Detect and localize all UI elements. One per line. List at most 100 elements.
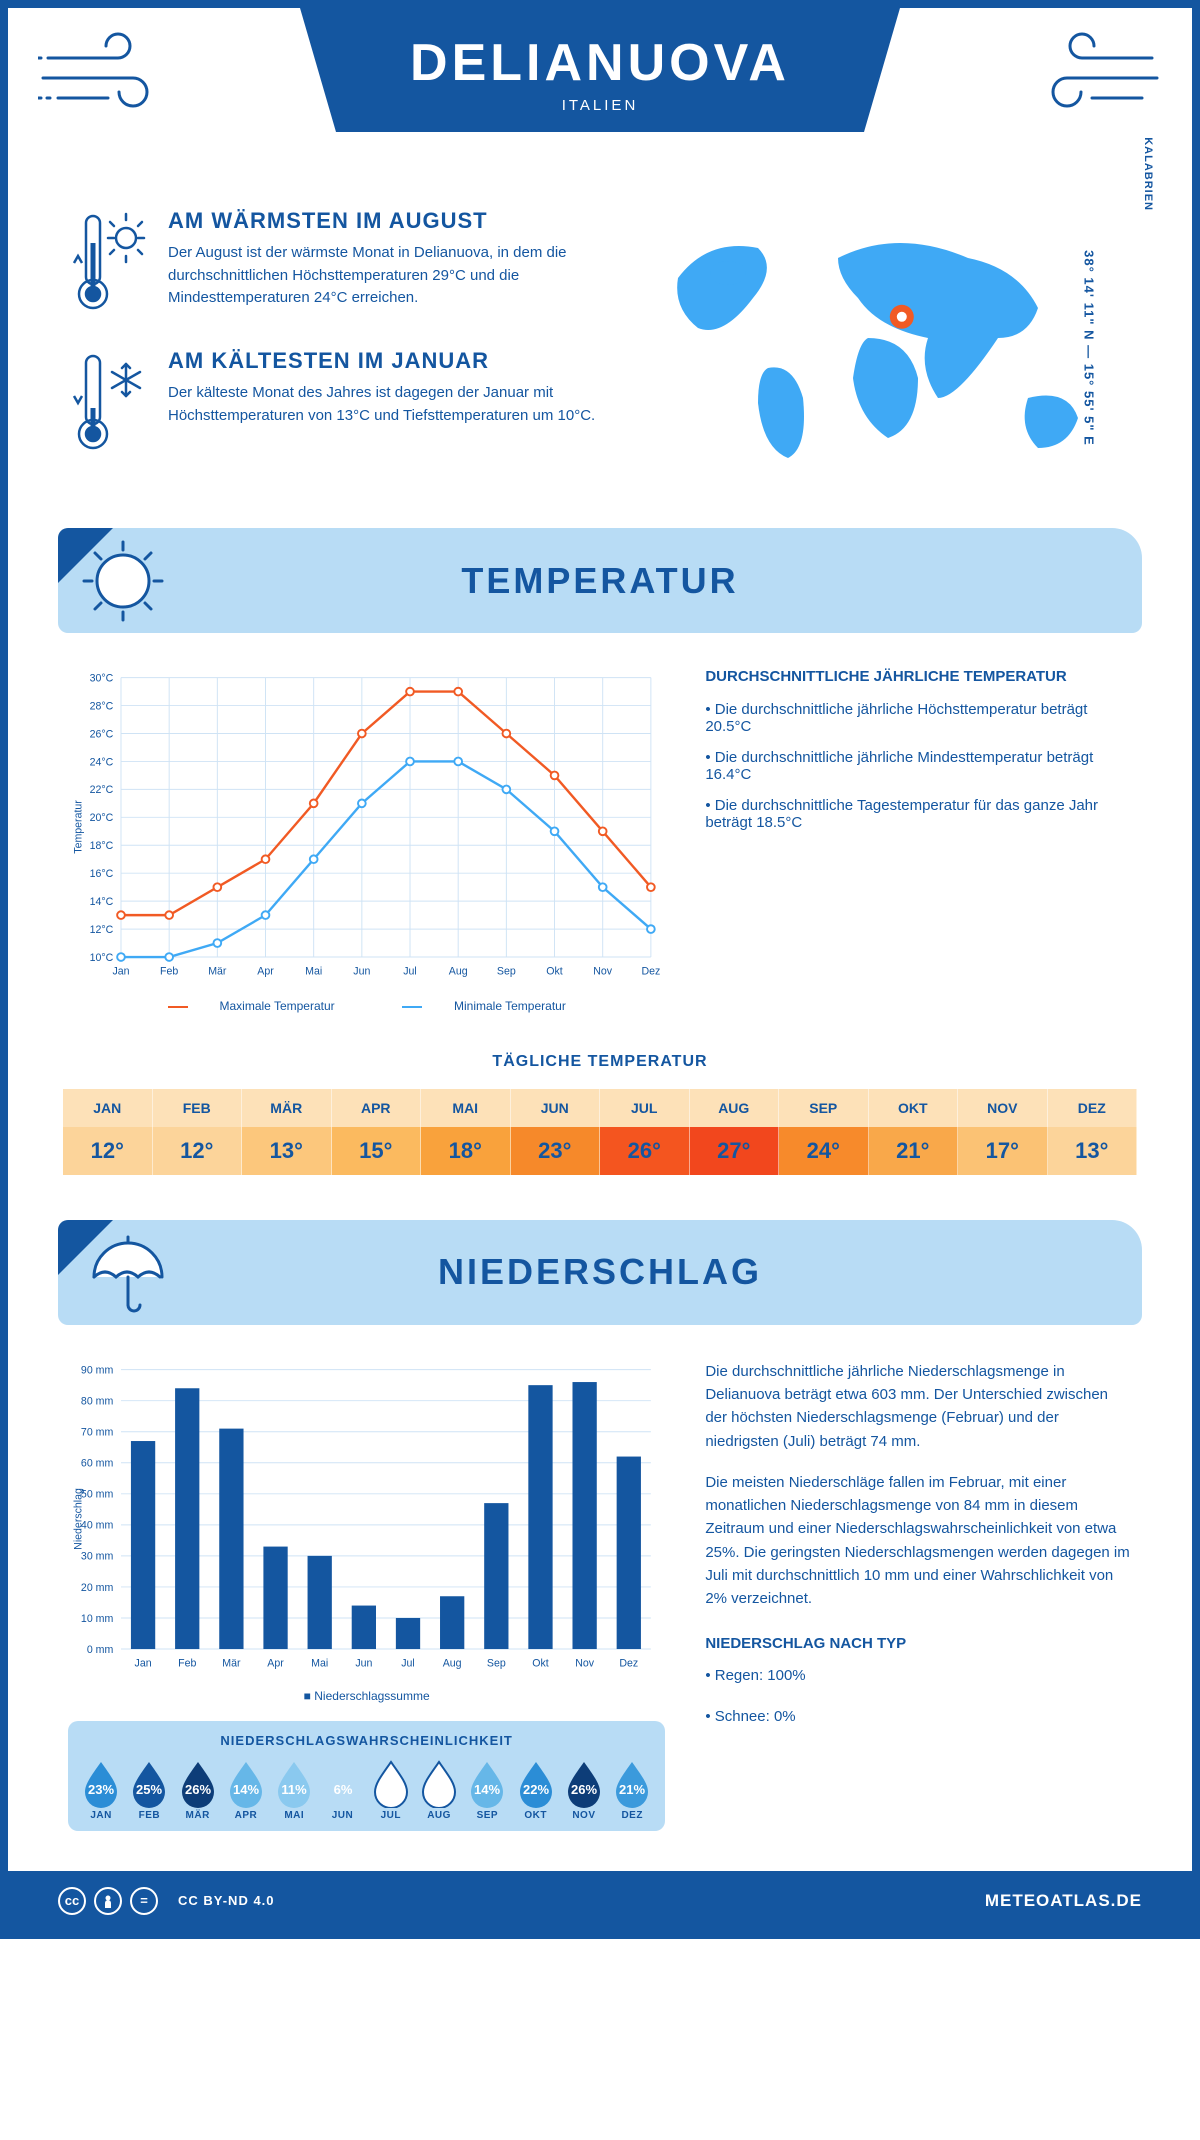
temperature-section-header: TEMPERATUR [58,528,1142,633]
warmest-title: AM WÄRMSTEN IM AUGUST [168,208,604,234]
daily-month-header: JUL [600,1089,690,1127]
daily-temp-cell: 13° [1048,1127,1138,1175]
svg-text:Dez: Dez [641,965,660,977]
svg-text:14%: 14% [233,1782,259,1797]
svg-text:14°C: 14°C [90,896,114,908]
daily-temp-cell: 18° [421,1127,511,1175]
svg-text:Aug: Aug [443,1657,462,1669]
svg-text:Mai: Mai [311,1657,328,1669]
daily-temp-cell: 27° [690,1127,780,1175]
precipitation-body: 0 mm10 mm20 mm30 mm40 mm50 mm60 mm70 mm8… [8,1325,1192,1841]
svg-text:Nov: Nov [575,1657,595,1669]
license-text: CC BY-ND 4.0 [178,1893,275,1908]
wind-icon-left [38,28,168,128]
probability-drop: 23% JAN [78,1758,124,1821]
precipitation-section-header: NIEDERSCHLAG [58,1220,1142,1325]
daily-month-header: JAN [63,1089,153,1127]
daily-temp-cell: 26° [600,1127,690,1175]
svg-text:Okt: Okt [546,965,563,977]
footer-brand: METEOATLAS.DE [985,1891,1142,1911]
svg-text:0 mm: 0 mm [87,1644,114,1656]
svg-text:Sep: Sep [497,965,516,977]
title-banner: DELIANUOVA ITALIEN [300,8,900,132]
probability-row: 23% JAN 25% FEB 26% MÄR 14% APR 11% MAI [78,1758,655,1821]
precipitation-left: 0 mm10 mm20 mm30 mm40 mm50 mm60 mm70 mm8… [68,1360,665,1831]
probability-drop: 2% JUL [368,1758,414,1821]
svg-text:50 mm: 50 mm [81,1489,114,1501]
city-title: DELIANUOVA [400,33,800,93]
facts-column: AM WÄRMSTEN IM AUGUST Der August ist der… [68,208,604,488]
daily-temp-table: JANFEBMÄRAPRMAIJUNJULAUGSEPOKTNOVDEZ12°1… [63,1089,1137,1175]
daily-month-header: APR [332,1089,422,1127]
world-map [658,218,1118,478]
daily-month-header: FEB [153,1089,243,1127]
svg-text:90 mm: 90 mm [81,1364,114,1376]
svg-text:Jan: Jan [135,1657,152,1669]
header: DELIANUOVA ITALIEN [8,8,1192,188]
probability-drop: 2% AUG [416,1758,462,1821]
svg-text:14%: 14% [474,1782,500,1797]
svg-text:70 mm: 70 mm [81,1426,114,1438]
daily-month-header: OKT [869,1089,959,1127]
svg-text:23%: 23% [88,1782,114,1797]
svg-text:22°C: 22°C [90,784,114,796]
daily-temp-cell: 12° [63,1127,153,1175]
svg-text:25%: 25% [136,1782,162,1797]
temp-summary-b3: • Die durchschnittliche Tagestemperatur … [705,797,1132,831]
svg-text:2%: 2% [430,1782,449,1797]
daily-temp-cell: 17° [958,1127,1048,1175]
precipitation-probability-box: NIEDERSCHLAGSWAHRSCHEINLICHKEIT 23% JAN … [68,1721,665,1831]
precipitation-summary: Die durchschnittliche jährliche Niedersc… [705,1360,1132,1831]
temperature-chart-wrap: 10°C12°C14°C16°C18°C20°C22°C24°C26°C28°C… [68,668,665,1013]
svg-text:Jun: Jun [353,965,370,977]
cc-icon: cc [58,1887,86,1915]
svg-text:10°C: 10°C [90,952,114,964]
daily-month-header: NOV [958,1089,1048,1127]
coldest-fact: AM KÄLTESTEN IM JANUAR Der kälteste Mona… [68,348,604,458]
region-label: KALABRIEN [1142,137,1154,211]
daily-month-header: SEP [779,1089,869,1127]
thermometer-snow-icon [68,348,148,458]
svg-text:Jan: Jan [112,965,129,977]
sun-icon [58,528,188,633]
svg-text:Mär: Mär [222,1657,241,1669]
umbrella-icon [58,1220,188,1325]
svg-text:Apr: Apr [257,965,274,977]
probability-drop: 6% JUN [319,1758,365,1821]
svg-text:22%: 22% [523,1782,549,1797]
svg-text:Okt: Okt [532,1657,549,1669]
svg-text:6%: 6% [333,1782,352,1797]
footer: cc = CC BY-ND 4.0 METEOATLAS.DE [8,1871,1192,1931]
svg-text:30 mm: 30 mm [81,1551,114,1563]
thermometer-sun-icon [68,208,148,318]
legend-min: Minimale Temperatur [454,999,566,1013]
probability-drop: 14% SEP [464,1758,510,1821]
precip-t2: • Schnee: 0% [705,1705,1132,1728]
svg-text:21%: 21% [619,1782,645,1797]
page: DELIANUOVA ITALIEN [0,0,1200,1939]
svg-text:Jul: Jul [403,965,417,977]
svg-text:18°C: 18°C [90,840,114,852]
svg-text:11%: 11% [282,1782,308,1797]
wind-icon-right [1032,28,1162,128]
probability-title: NIEDERSCHLAGSWAHRSCHEINLICHKEIT [78,1733,655,1748]
svg-text:26°C: 26°C [90,728,114,740]
temp-summary-title: DURCHSCHNITTLICHE JÄHRLICHE TEMPERATUR [705,668,1132,685]
temperature-summary: DURCHSCHNITTLICHE JÄHRLICHE TEMPERATUR •… [705,668,1132,1013]
svg-text:12°C: 12°C [90,924,114,936]
precipitation-title: NIEDERSCHLAG [188,1251,1142,1293]
svg-text:Niederschlag: Niederschlag [72,1488,84,1550]
svg-text:Aug: Aug [449,965,468,977]
svg-text:80 mm: 80 mm [81,1395,114,1407]
intro-section: AM WÄRMSTEN IM AUGUST Der August ist der… [8,188,1192,528]
svg-text:20°C: 20°C [90,812,114,824]
precip-p2: Die meisten Niederschläge fallen im Febr… [705,1471,1132,1611]
svg-text:2%: 2% [381,1782,400,1797]
coordinates: 38° 14' 11" N — 15° 55' 5" E [1082,250,1097,446]
svg-text:Feb: Feb [160,965,178,977]
svg-text:20 mm: 20 mm [81,1582,114,1594]
daily-month-header: MAI [421,1089,511,1127]
temp-summary-b2: • Die durchschnittliche jährliche Mindes… [705,749,1132,783]
svg-text:Feb: Feb [178,1657,196,1669]
daily-temp-cell: 12° [153,1127,243,1175]
